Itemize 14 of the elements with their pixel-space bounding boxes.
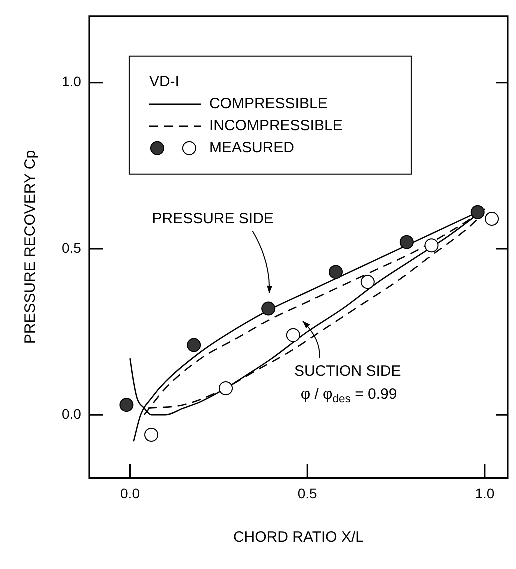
x-tick-label: 1.0 <box>475 485 495 502</box>
legend-label: MEASURED <box>209 140 295 157</box>
x-tick-label: 0.5 <box>298 485 318 502</box>
annotation: PRESSURE SIDE <box>152 210 274 228</box>
y-tick-label: 0.0 <box>62 406 82 422</box>
legend-label: INCOMPRESSIBLE <box>209 118 343 135</box>
legend-title: VD-I <box>149 74 180 91</box>
y-tick-label: 1.0 <box>62 74 82 90</box>
annotation: SUCTION SIDE <box>294 363 402 380</box>
y-axis-title: PRESSURE RECOVERY Cp <box>22 150 40 344</box>
x-axis-title: CHORD RATIO X/L <box>233 529 364 546</box>
legend-label: COMPRESSIBLE <box>209 96 328 113</box>
x-tick-label: 0.0 <box>120 485 140 502</box>
y-tick-label: 0.5 <box>62 240 82 256</box>
